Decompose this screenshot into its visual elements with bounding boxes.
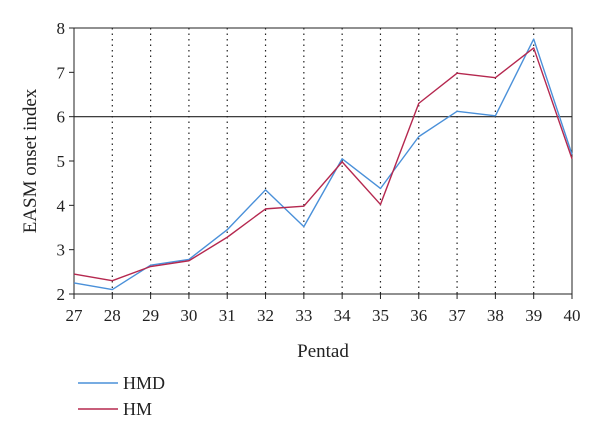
plot-frame	[73, 27, 573, 295]
y-axis-label: EASM onset index	[20, 88, 41, 233]
y-tick-label: 5	[57, 152, 66, 171]
x-tick-label: 27	[66, 306, 84, 325]
legend: HMD HM	[78, 373, 165, 419]
y-tick-label: 4	[57, 196, 66, 215]
x-axis-label: Pentad	[297, 341, 349, 362]
legend-label-hmd: HMD	[123, 373, 165, 393]
x-tick-label: 37	[449, 306, 467, 325]
y-tick-label: 3	[57, 241, 66, 260]
y-axis-ticks: 2 3 4 5 6 7 8	[57, 19, 74, 304]
y-tick-label: 8	[57, 19, 66, 38]
x-tick-label: 40	[564, 306, 581, 325]
plot-area	[73, 27, 573, 295]
x-tick-label: 29	[142, 306, 159, 325]
x-tick-label: 30	[180, 306, 197, 325]
x-tick-label: 39	[525, 306, 542, 325]
x-tick-label: 36	[410, 306, 427, 325]
x-tick-label: 31	[219, 306, 236, 325]
vertical-gridlines	[111, 28, 535, 294]
series-layer	[73, 38, 573, 291]
series-line-hm	[73, 47, 573, 282]
x-tick-label: 34	[334, 306, 352, 325]
x-axis-ticks: 27 28 29 30 31 32 33 34 35 36 37 38 39 40	[66, 294, 581, 325]
y-tick-label: 7	[57, 63, 66, 82]
x-tick-label: 35	[372, 306, 389, 325]
x-tick-label: 32	[257, 306, 274, 325]
legend-label-hm: HM	[123, 399, 152, 419]
series-line-hmd	[73, 38, 573, 291]
y-tick-label: 6	[57, 108, 66, 127]
x-tick-label: 38	[487, 306, 504, 325]
x-tick-label: 33	[295, 306, 312, 325]
y-tick-label: 2	[57, 285, 66, 304]
x-tick-label: 28	[104, 306, 121, 325]
